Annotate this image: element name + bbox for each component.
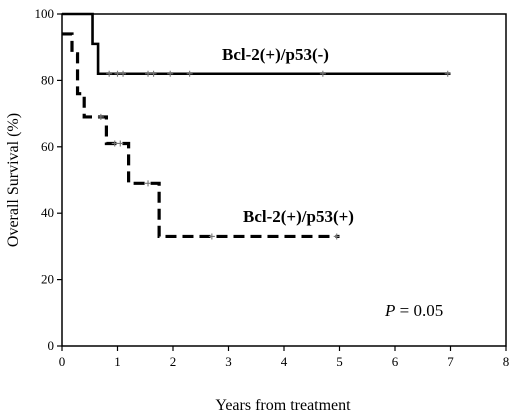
p-value-annotation: P = 0.05 <box>384 301 443 320</box>
y-tick-label: 40 <box>41 205 54 220</box>
series-label-p53-pos: Bcl-2(+)/p53(+) <box>243 207 354 226</box>
censor-mark <box>145 180 152 187</box>
y-tick-label: 20 <box>41 272 54 287</box>
p-value-text: = 0.05 <box>395 301 443 320</box>
y-tick-label: 100 <box>35 6 55 21</box>
censor-mark <box>106 70 113 77</box>
y-tick-label: 80 <box>41 72 54 87</box>
y-axis-title: Overall Survival (%) <box>5 113 22 247</box>
censor-mark <box>114 70 121 77</box>
series-line-1 <box>62 12 451 76</box>
censor-mark <box>319 70 326 77</box>
x-tick-label: 6 <box>392 354 399 369</box>
x-axis: 0 1 2 3 4 5 6 7 8 <box>59 346 510 369</box>
x-axis-title: Years from treatment <box>215 397 351 414</box>
y-tick-label: 0 <box>48 338 55 353</box>
censor-mark <box>145 70 152 77</box>
x-tick-label: 2 <box>170 354 177 369</box>
p-value-symbol: P <box>384 301 395 320</box>
series-label-p53-neg: Bcl-2(+)/p53(-) <box>222 45 329 64</box>
x-tick-label: 8 <box>503 354 510 369</box>
censor-mark <box>117 140 124 147</box>
censor-mark <box>97 113 104 120</box>
censor-mark <box>111 140 118 147</box>
censor-mark <box>186 70 193 77</box>
censor-mark <box>208 233 215 240</box>
x-tick-label: 3 <box>225 354 232 369</box>
censor-mark <box>444 70 451 77</box>
series-layer <box>62 12 451 240</box>
censor-mark <box>167 70 174 77</box>
x-tick-label: 7 <box>447 354 454 369</box>
censor-mark <box>333 233 340 240</box>
x-tick-label: 4 <box>281 354 288 369</box>
y-tick-label: 60 <box>41 139 54 154</box>
censor-mark <box>150 70 157 77</box>
censor-mark <box>120 70 127 77</box>
series-line-2 <box>62 32 340 239</box>
y-axis: 0 20 40 60 80 100 <box>35 6 62 353</box>
x-tick-label: 0 <box>59 354 66 369</box>
x-tick-label: 5 <box>336 354 343 369</box>
x-tick-label: 1 <box>114 354 121 369</box>
